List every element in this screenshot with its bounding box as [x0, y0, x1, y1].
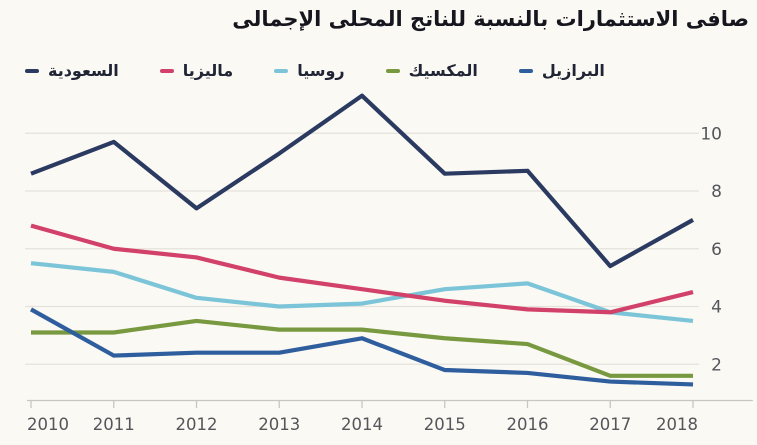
y-axis-label-8: 8 [711, 182, 722, 202]
x-axis-label-2014: 2014 [341, 415, 383, 434]
series-line-malaysia [30, 223, 694, 315]
legend-label-malaysia: ماليزيا [182, 61, 234, 80]
series-line-brazil [29, 307, 694, 387]
legend-swatch-malaysia [159, 68, 174, 73]
y-axis-label-2: 2 [711, 355, 722, 375]
legend-item-malaysia: ماليزيا [159, 61, 234, 80]
legend-item-brazil: البرازيل [518, 61, 605, 80]
x-axis-label-2012: 2012 [176, 415, 218, 434]
x-axis-label-2017: 2017 [589, 415, 631, 434]
x-axis-label-2018: 2018 [656, 415, 698, 434]
legend-item-russia: روسيا [274, 61, 345, 80]
x-axis-label-2011: 2011 [93, 415, 135, 434]
y-axis-label-6: 6 [711, 240, 722, 260]
series-line-mexico [31, 318, 693, 378]
x-axis-label-2016: 2016 [507, 415, 549, 434]
legend-swatch-brazil [518, 68, 533, 73]
legend-item-mexico: المكسيك [385, 61, 478, 80]
legend-label-russia: روسيا [297, 61, 345, 80]
legend-item-saudi-arabia: السعودية [25, 61, 119, 80]
series-line-saudi-arabia [30, 93, 695, 269]
legend-label-brazil: البرازيل [541, 61, 605, 80]
legend-label-saudi-arabia: السعودية [48, 61, 119, 80]
legend-swatch-mexico [385, 68, 400, 73]
legend-swatch-saudi-arabia [25, 68, 39, 73]
legend-label-mexico: المكسيك [408, 61, 478, 80]
series-line-russia [30, 261, 694, 324]
y-axis-label-10: 10 [700, 124, 722, 144]
chart-title: صافى الاستثمارات بالنسبة للناتج المحلى ا… [232, 7, 749, 31]
y-axis-label-4: 4 [711, 298, 722, 318]
legend: السعودية ماليزيا روسيا المكسيك البرازيل [25, 61, 605, 80]
x-axis-label-2013: 2013 [258, 415, 300, 434]
x-axis-label-2010: 2010 [27, 415, 69, 434]
legend-swatch-russia [274, 68, 289, 73]
x-axis-label-2015: 2015 [424, 415, 466, 434]
